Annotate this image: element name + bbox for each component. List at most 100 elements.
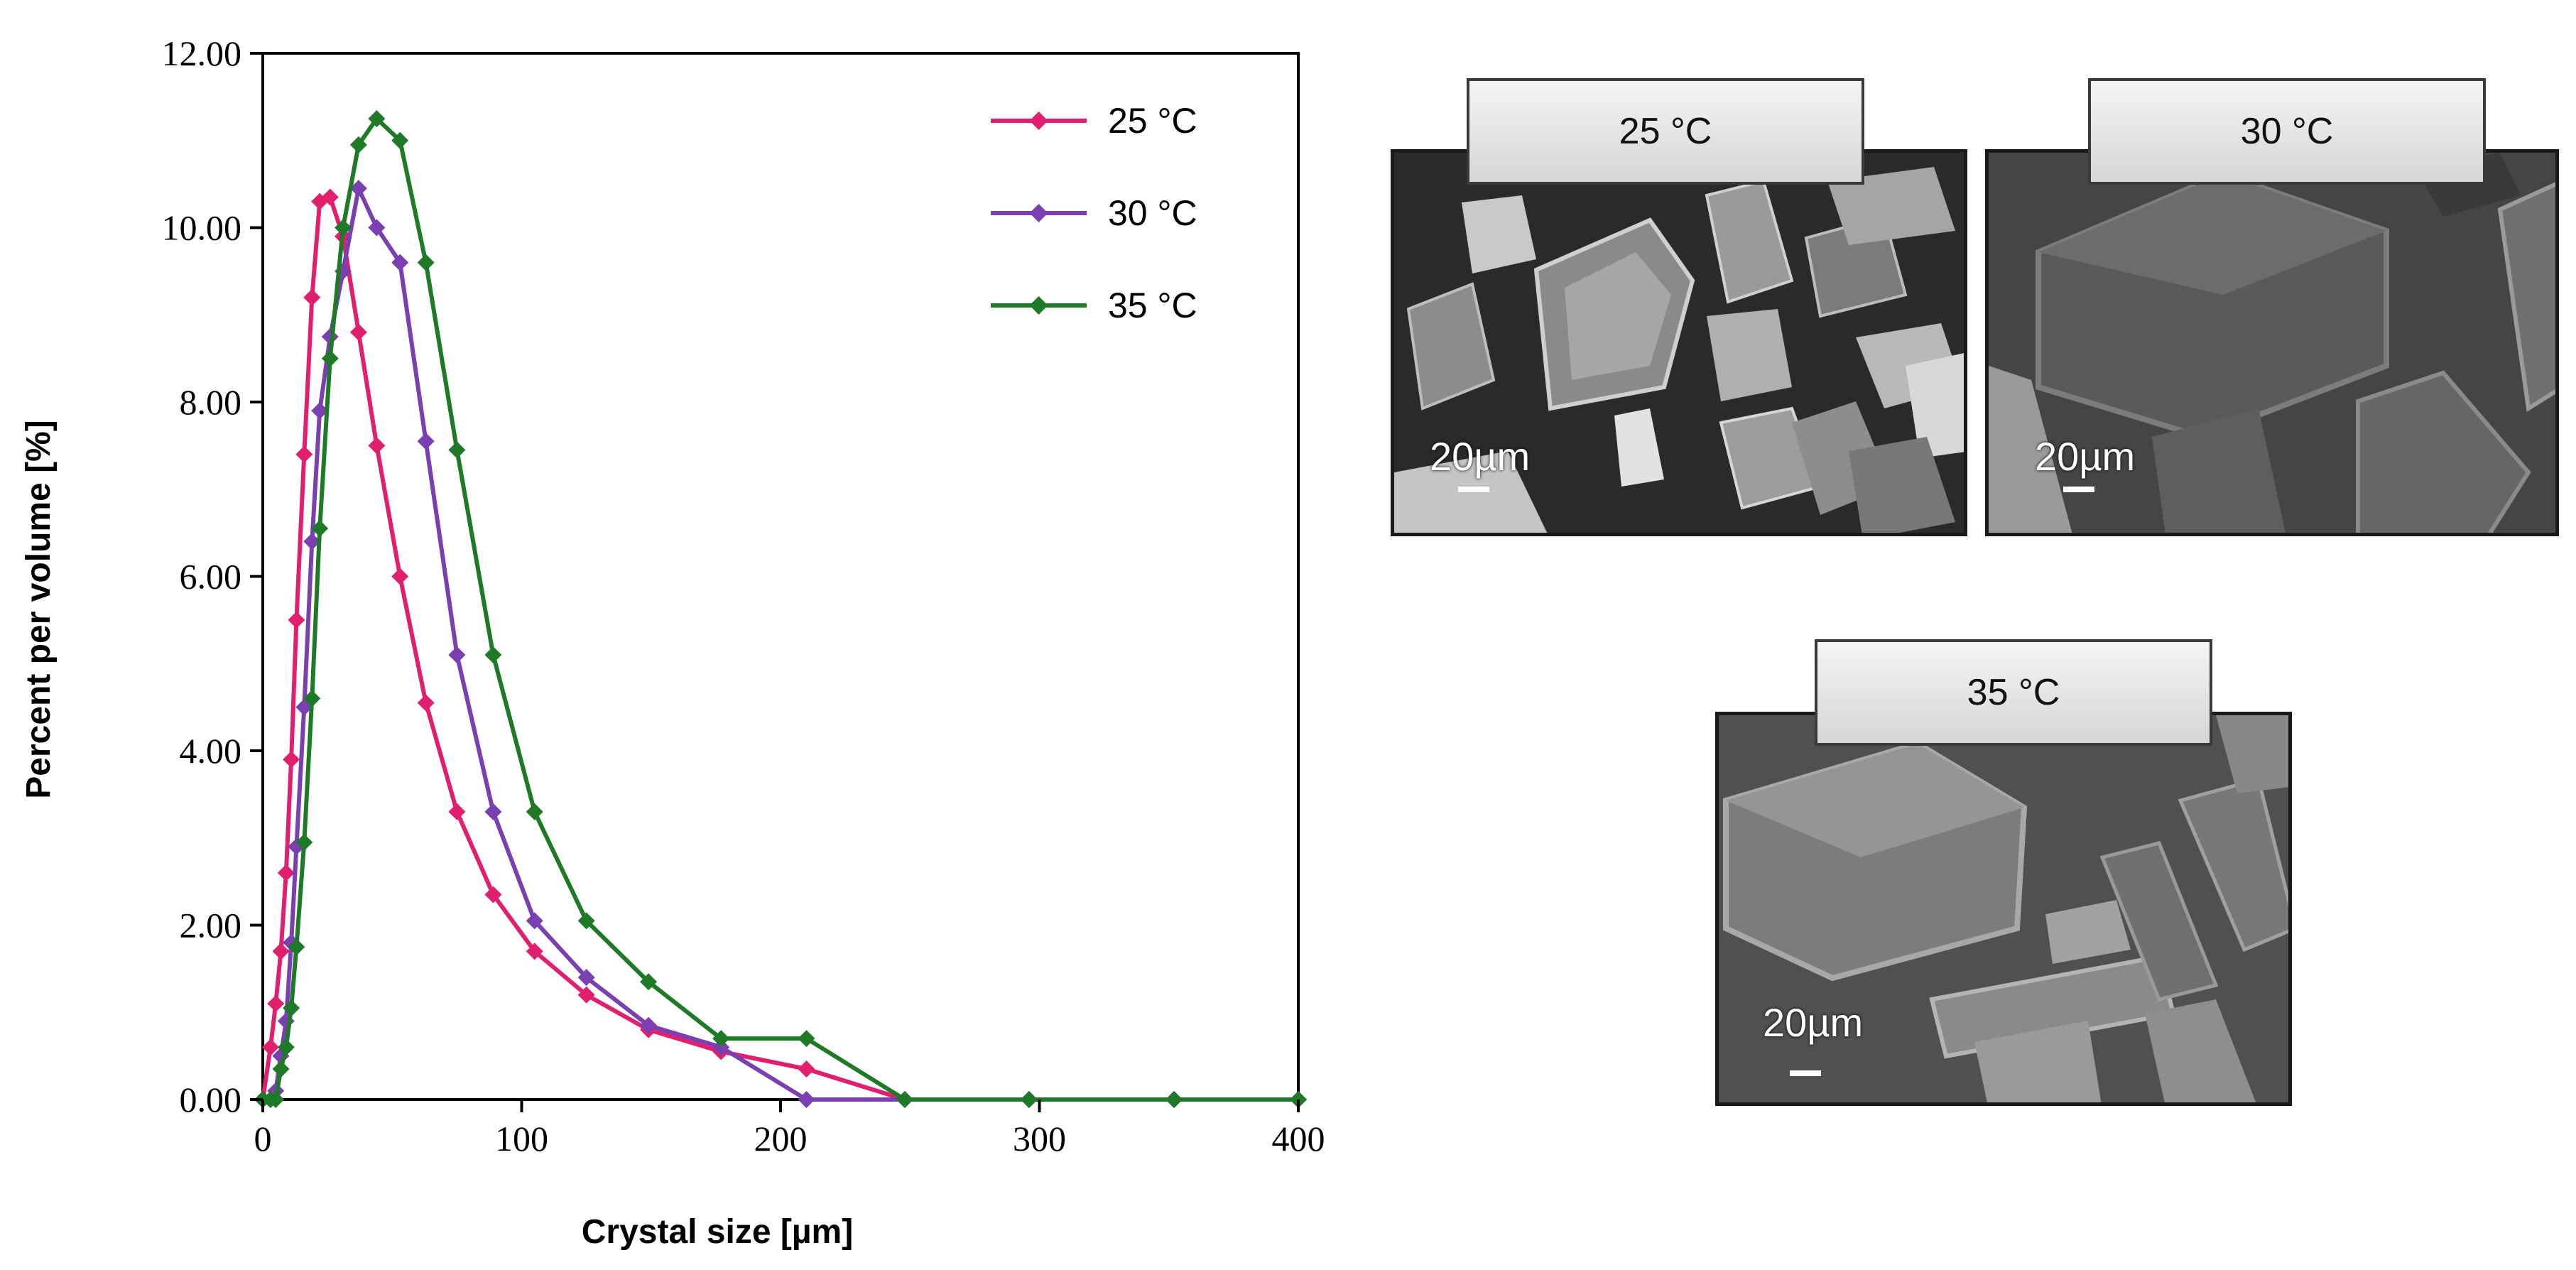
data-point-30c	[640, 1016, 658, 1034]
legend-label-30c: 30 °C	[1108, 193, 1197, 233]
data-point-25c	[288, 611, 305, 629]
data-point-30c	[712, 1038, 730, 1056]
data-point-25c	[577, 986, 595, 1004]
sem-image-25c: 20µm	[1391, 149, 1967, 536]
data-point-35c	[448, 441, 466, 459]
crystal-micrograph-35c	[1719, 715, 2288, 1102]
data-point-35c	[577, 912, 595, 930]
tab-label-25c: 25 °C	[1619, 111, 1712, 152]
data-point-35c	[283, 999, 300, 1017]
data-point-30c	[417, 433, 435, 450]
data-point-30c	[526, 912, 543, 930]
legend-swatch-marker	[1029, 204, 1048, 222]
crystal-micrograph-25c	[1394, 153, 1964, 533]
data-point-25c	[368, 437, 386, 455]
crystal-micrograph-30c	[1989, 153, 2555, 533]
data-point-25c	[261, 1038, 279, 1056]
x-tick-label: 300	[1013, 1119, 1066, 1158]
data-point-35c	[334, 219, 352, 237]
data-point-25c	[267, 994, 285, 1012]
data-point-30c	[303, 533, 321, 550]
data-point-35c	[1020, 1091, 1038, 1108]
y-tick-label: 8.00	[180, 382, 242, 422]
data-point-25c	[283, 751, 300, 769]
data-point-25c	[295, 445, 313, 463]
data-point-35c	[288, 938, 305, 956]
data-point-25c	[349, 323, 367, 341]
data-point-35c	[272, 1060, 290, 1078]
y-tick-label: 2.00	[180, 906, 242, 945]
data-point-35c	[368, 110, 386, 128]
scale-bar-25c	[1458, 487, 1489, 492]
y-tick-label: 0.00	[180, 1080, 242, 1119]
data-point-30c	[484, 803, 502, 820]
data-point-35c	[798, 1030, 815, 1048]
data-point-35c	[640, 973, 658, 991]
data-point-35c	[311, 519, 329, 537]
data-point-25c	[391, 568, 409, 585]
series-25c	[254, 188, 1307, 1108]
x-tick-label: 0	[254, 1119, 272, 1158]
data-point-35c	[295, 833, 313, 851]
data-point-30c	[798, 1091, 815, 1108]
data-point-30c	[311, 402, 329, 420]
data-point-35c	[712, 1030, 730, 1048]
label-tab-35c: 35 °C	[1815, 639, 2212, 746]
x-tick-label: 100	[495, 1119, 548, 1158]
data-point-35c	[303, 690, 321, 707]
data-point-25c	[272, 943, 290, 960]
data-point-25c	[448, 803, 466, 820]
scale-bar-35c	[1790, 1070, 1821, 1076]
x-tick-label: 200	[754, 1119, 808, 1158]
data-point-35c	[321, 349, 339, 367]
x-axis-title: Crystal size [µm]	[582, 1213, 853, 1251]
scale-label-25c: 20µm	[1430, 434, 1531, 479]
data-point-35c	[417, 254, 435, 271]
data-point-30c	[577, 969, 595, 987]
data-point-35c	[267, 1091, 285, 1108]
data-point-30c	[349, 180, 367, 197]
data-point-35c	[391, 131, 409, 149]
data-point-25c	[526, 943, 543, 960]
legend-swatch-marker	[1029, 296, 1048, 315]
y-axis-title: Percent per volume [%]	[20, 420, 58, 798]
series-35c	[254, 110, 1307, 1108]
data-point-35c	[526, 803, 543, 820]
legend-swatch-marker	[1029, 112, 1048, 130]
sem-image-35c: 20µm	[1715, 712, 2292, 1106]
legend-label-35c: 35 °C	[1108, 286, 1197, 325]
label-tab-30c: 30 °C	[2088, 78, 2486, 185]
legend: 25 °C 30 °C 35 °C	[991, 101, 1197, 325]
data-point-35c	[896, 1091, 913, 1108]
x-tick-label: 400	[1272, 1119, 1325, 1158]
data-point-35c	[1165, 1091, 1183, 1108]
scale-bar-30c	[2063, 487, 2094, 492]
scale-label-35c: 20µm	[1763, 1000, 1864, 1045]
y-tick-label: 12.00	[162, 33, 242, 73]
data-point-30c	[368, 219, 386, 237]
data-point-25c	[417, 694, 435, 712]
data-point-30c	[448, 646, 466, 663]
data-point-35c	[277, 1038, 295, 1056]
data-point-25c	[277, 864, 295, 881]
scale-label-30c: 20µm	[2035, 434, 2136, 479]
label-tab-25c: 25 °C	[1467, 78, 1864, 185]
y-tick-label: 10.00	[162, 208, 242, 248]
y-tick-label: 6.00	[180, 557, 242, 597]
tab-label-35c: 35 °C	[1967, 672, 2060, 713]
data-point-25c	[798, 1060, 815, 1078]
sem-image-30c: 20µm	[1985, 149, 2559, 536]
series-line-25c	[261, 195, 1298, 1102]
series-group	[254, 110, 1307, 1108]
tab-label-30c: 30 °C	[2240, 111, 2334, 152]
data-point-25c	[303, 288, 321, 306]
series-30c	[254, 180, 1307, 1108]
data-point-25c	[484, 886, 502, 903]
data-point-30c	[391, 254, 409, 271]
crystal-size-distribution-chart: 0.00 2.00 4.00 6.00 8.00 10.00 12.00 0 100 200 300…	[20, 33, 1325, 1251]
series-line-35c	[263, 116, 1298, 1102]
legend-label-25c: 25 °C	[1108, 101, 1197, 141]
y-tick-label: 4.00	[180, 731, 242, 771]
data-point-35c	[349, 136, 367, 153]
tick-labels: 0.00 2.00 4.00 6.00 8.00 10.00 12.00 0 100 200 300…	[162, 33, 1325, 1158]
